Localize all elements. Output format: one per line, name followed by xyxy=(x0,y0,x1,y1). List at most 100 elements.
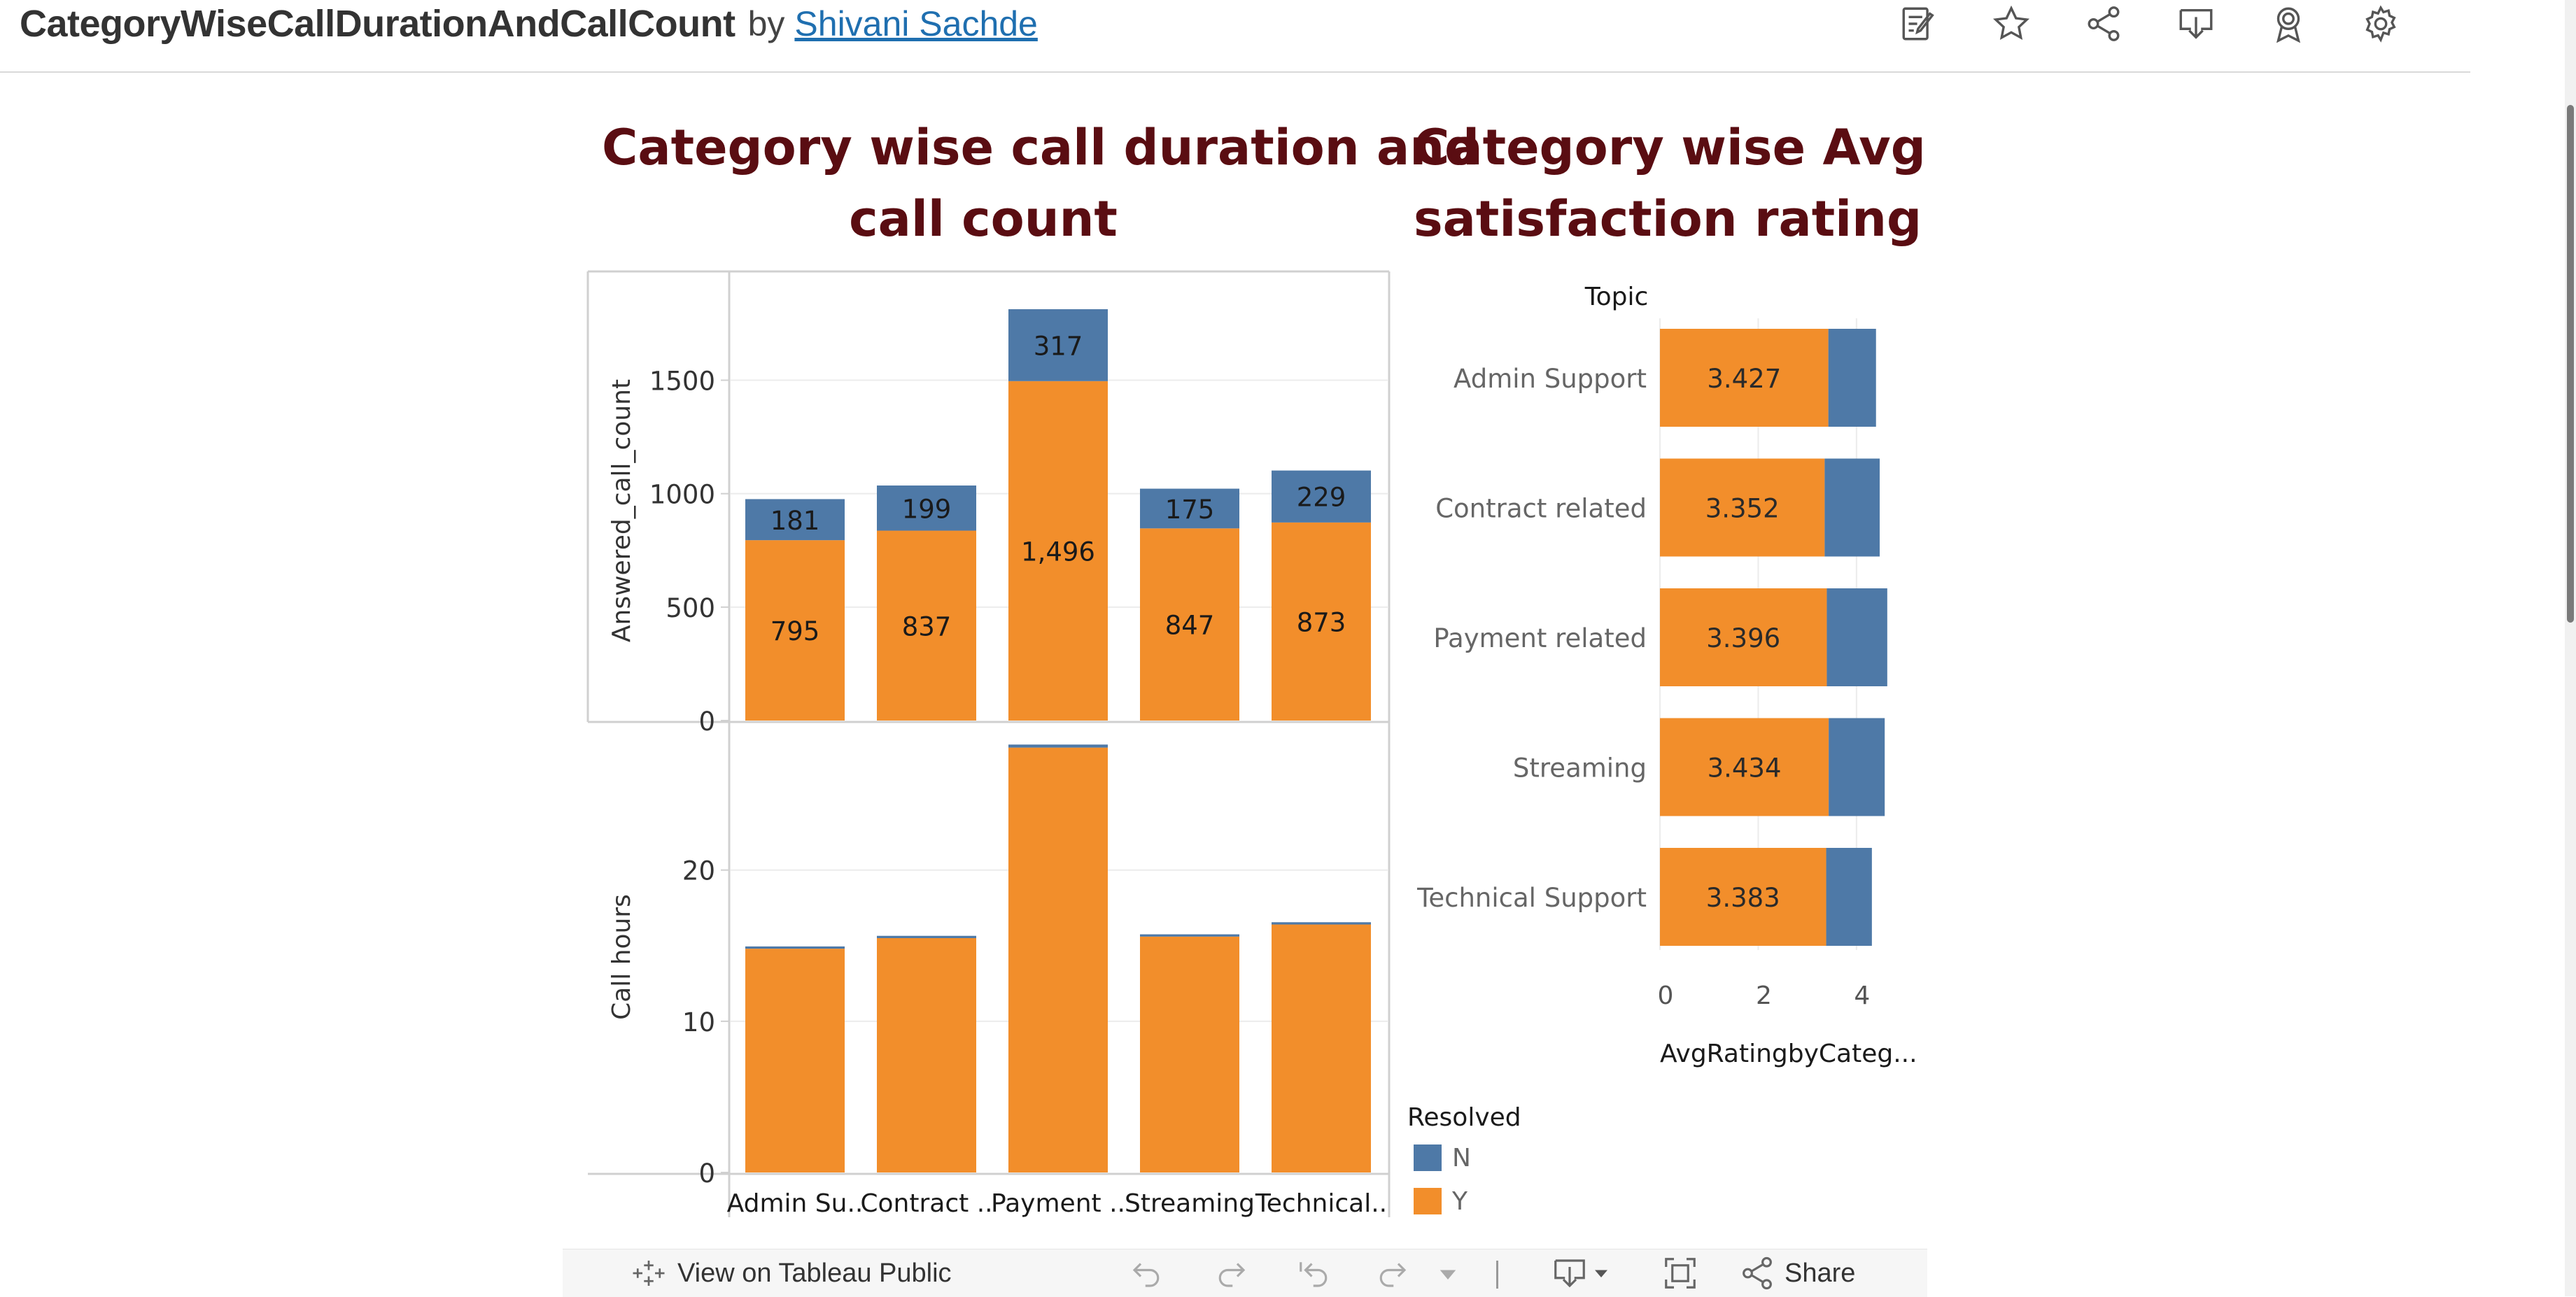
x-axis-title: AvgRatingbyCateg... xyxy=(1660,1040,1917,1068)
y-tick-label: 0 xyxy=(698,1158,715,1189)
rating-data-label: 3.383 xyxy=(1706,883,1780,913)
data-label: 229 xyxy=(1297,483,1346,513)
data-label: 873 xyxy=(1297,607,1346,637)
x-tick-label: 4 xyxy=(1854,981,1870,1010)
legend-swatch-y xyxy=(1414,1188,1442,1214)
row-header-topic: Topic xyxy=(1584,283,1649,311)
download-icon xyxy=(1554,1259,1585,1288)
topic-label: Contract related xyxy=(1435,494,1647,524)
right-title-line2: satisfaction rating xyxy=(1414,190,1922,248)
bar-segment-y xyxy=(1140,528,1239,721)
rating-data-label: 3.396 xyxy=(1706,623,1780,653)
rating-data-label: 3.434 xyxy=(1708,753,1782,784)
rating-bar-n xyxy=(1829,718,1885,816)
bar-segment-y xyxy=(745,540,845,721)
download-tray-icon[interactable] xyxy=(2150,0,2242,48)
toolbar-separator xyxy=(1496,1261,1498,1289)
data-label: 837 xyxy=(902,611,952,642)
bar-segment-n xyxy=(1008,309,1108,381)
bar-segment-y xyxy=(877,937,976,1172)
category-label: Technical.. xyxy=(1255,1189,1387,1218)
share-label: Share xyxy=(1785,1258,1856,1288)
rating-data-label: 3.427 xyxy=(1707,364,1781,394)
bar-segment-y xyxy=(745,949,845,1172)
bar-segment-y xyxy=(1272,522,1371,721)
bar-segment-n xyxy=(1140,934,1239,937)
view-on-tableau-public-label: View on Tableau Public xyxy=(677,1258,952,1288)
refresh-button[interactable] xyxy=(1373,1249,1411,1297)
refresh-icon xyxy=(1379,1263,1407,1287)
undo-icon xyxy=(1132,1263,1160,1287)
star-icon[interactable] xyxy=(1965,0,2057,48)
bar-segment-n xyxy=(877,486,976,531)
bar-segment-n xyxy=(1140,488,1239,529)
legend-label-n: N xyxy=(1452,1144,1471,1172)
left-dashboard-title: Category wise call duration and call cou… xyxy=(602,112,1480,255)
y-tick-label: 1000 xyxy=(649,480,715,510)
category-label: Admin Su.. xyxy=(727,1189,864,1218)
bar-segment-n xyxy=(745,946,845,949)
data-label: 199 xyxy=(902,494,952,524)
bar-segment-y xyxy=(1008,747,1108,1172)
y-tick-label: 10 xyxy=(682,1007,715,1037)
y-axis-title: Call hours xyxy=(607,894,636,1020)
download-caret-icon xyxy=(1595,1270,1607,1277)
bar-segment-y xyxy=(1272,924,1371,1172)
more-undo-dropdown[interactable] xyxy=(1429,1249,1467,1297)
resolved-legend[interactable]: Resolved NY xyxy=(1407,1103,1521,1216)
bar-segment-n xyxy=(1272,922,1371,925)
bar-segment-y xyxy=(1140,936,1239,1172)
bar-segment-n xyxy=(745,499,845,541)
category-label: Contract .. xyxy=(860,1189,992,1218)
share-button[interactable]: Share xyxy=(1738,1249,1855,1297)
legend-swatch-n xyxy=(1414,1144,1442,1171)
data-label: 317 xyxy=(1034,331,1083,361)
right-title-line1: Category wise Avg xyxy=(1414,119,1926,176)
data-label: 795 xyxy=(770,616,820,646)
undo-button[interactable] xyxy=(1128,1249,1166,1297)
topic-label: Streaming xyxy=(1513,753,1647,784)
rating-bar-y xyxy=(1660,848,1827,946)
category-label: Payment .. xyxy=(991,1189,1125,1218)
share-network-icon[interactable] xyxy=(2057,0,2150,48)
topic-label: Technical Support xyxy=(1416,883,1647,913)
y-tick-label: 20 xyxy=(682,856,715,886)
fullscreen-icon xyxy=(1665,1258,1696,1289)
award-ribbon-icon[interactable] xyxy=(2242,0,2335,48)
redo-button[interactable] xyxy=(1212,1249,1250,1297)
edit-sheet-icon[interactable] xyxy=(1873,0,1965,48)
gear-icon[interactable] xyxy=(2335,0,2427,48)
bar-segment-y xyxy=(877,530,976,721)
revert-button[interactable] xyxy=(1296,1249,1334,1297)
call-hours-chart[interactable]: 0 10 20 Call hours Admin Su..Contract ..Paym… xyxy=(607,744,1388,1218)
bar-segment-y xyxy=(1008,381,1108,721)
left-title-line2: call count xyxy=(849,190,1118,248)
rating-bar-y xyxy=(1660,329,1829,427)
answered-call-count-chart[interactable]: 0 500 1000 1500 Answered_call_count 795 181 837… xyxy=(607,309,1388,737)
bar-segment-n xyxy=(1008,744,1108,748)
rating-bar-y xyxy=(1660,588,1827,686)
download-button[interactable] xyxy=(1551,1249,1614,1297)
scrollbar-thumb[interactable] xyxy=(2567,105,2574,623)
tableau-logo-icon xyxy=(633,1261,665,1286)
y-tick-label: 500 xyxy=(666,593,715,623)
left-chart-frame xyxy=(586,270,1391,1217)
redo-icon xyxy=(1218,1263,1246,1287)
data-label: 175 xyxy=(1165,495,1215,525)
right-dashboard-title: Category wise Avg satisfaction rating xyxy=(1414,112,1931,255)
page-scrollbar[interactable] xyxy=(2565,0,2576,1296)
rating-bar-n xyxy=(1827,588,1887,686)
tableau-toolbar: View on Tableau Public Share xyxy=(563,1249,1927,1297)
data-label: 1,496 xyxy=(1021,537,1095,567)
chevron-down-icon xyxy=(1440,1270,1456,1280)
viz-title: CategoryWiseCallDurationAndCallCount xyxy=(20,3,736,45)
avg-rating-chart[interactable]: Topic 0 2 4 Admin Support 3.427 Contract relat… xyxy=(1416,283,1917,1068)
x-tick-label: 2 xyxy=(1756,981,1772,1010)
left-title-line1: Category wise call duration and xyxy=(602,119,1480,176)
author-link[interactable]: Shivani Sachde xyxy=(794,4,1038,43)
rating-bar-y xyxy=(1660,718,1829,816)
fullscreen-button[interactable] xyxy=(1661,1249,1699,1297)
rating-bar-y xyxy=(1660,458,1825,557)
view-on-tableau-public-button[interactable]: View on Tableau Public xyxy=(630,1249,952,1297)
category-label: Streaming xyxy=(1125,1189,1255,1218)
